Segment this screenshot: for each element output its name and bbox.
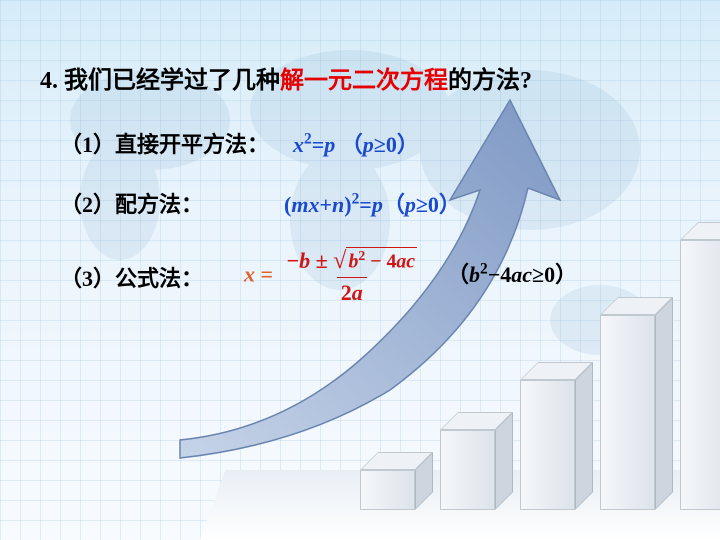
method-2-formula: (mx+n)2=p（p≥0） <box>284 187 461 219</box>
method-1-formula: x2=p （p≥0） <box>293 127 419 159</box>
method-1-label: （1）直接开平方法： <box>60 127 269 159</box>
slide-content: 4. 我们已经学过了几种解一元二次方程的方法? （1）直接开平方法： x2=p … <box>0 0 720 540</box>
method-1: （1）直接开平方法： x2=p （p≥0） <box>60 127 680 159</box>
method-2-label: （2）配方法： <box>60 187 260 219</box>
method-3: （3）公式法： x = −b ± √b2 − 4ac 2a （b2−4ac≥0） <box>60 247 680 306</box>
method-3-formula: x = −b ± √b2 − 4ac 2a （b2−4ac≥0） <box>244 247 577 306</box>
question-title: 4. 我们已经学过了几种解一元二次方程的方法? <box>40 60 680 95</box>
title-highlight: 解一元二次方程 <box>280 68 448 94</box>
title-suffix: 的方法? <box>448 68 532 94</box>
method-2: （2）配方法： (mx+n)2=p（p≥0） <box>60 187 680 219</box>
title-prefix: 4. 我们已经学过了几种 <box>40 68 280 94</box>
method-3-label: （3）公式法： <box>60 261 220 293</box>
